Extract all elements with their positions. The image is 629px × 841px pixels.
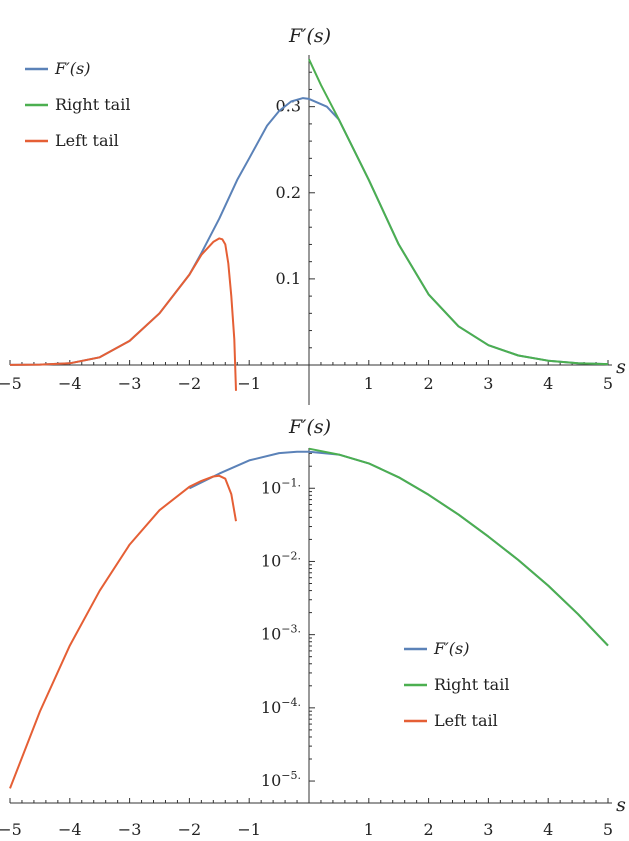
- x-tick-label: −2: [178, 820, 202, 839]
- x-tick-label: 1: [364, 374, 374, 393]
- x-axis-title: s: [616, 356, 626, 378]
- x-tick-label: −1: [237, 374, 261, 393]
- x-tick-label: −3: [118, 374, 142, 393]
- x-tick-label: −1: [237, 820, 261, 839]
- legend-label: Left tail: [434, 711, 498, 730]
- legend-label: F′(s): [433, 639, 469, 658]
- y-tick-label: 0.2: [276, 183, 301, 202]
- series-line-f-s: [188, 450, 609, 647]
- legend-label: F′(s): [54, 59, 90, 78]
- series-line-right-tail: [308, 447, 609, 647]
- x-axis-title: s: [616, 794, 626, 816]
- x-tick-label: 2: [424, 374, 434, 393]
- x-tick-label: 3: [483, 374, 493, 393]
- y-tick-label: 10−1.: [261, 476, 301, 497]
- x-tick-label: −2: [178, 374, 202, 393]
- y-tick-exponent: −5.: [281, 769, 301, 782]
- y-tick-label: 10−3.: [261, 623, 301, 644]
- series-line-left-tail: [9, 237, 237, 391]
- x-tick-label: −5: [0, 820, 22, 839]
- x-tick-label: 2: [424, 820, 434, 839]
- y-tick-label: 0.1: [276, 269, 301, 288]
- legend-label: Right tail: [434, 675, 509, 694]
- x-tick-label: −3: [118, 820, 142, 839]
- y-tick-base: 10: [261, 551, 281, 570]
- x-tick-label: 5: [603, 374, 613, 393]
- y-tick-base: 10: [261, 478, 281, 497]
- series-line-right-tail: [308, 58, 609, 366]
- y-axis-title: F′(s): [288, 25, 331, 47]
- x-tick-label: 5: [603, 820, 613, 839]
- y-tick-base: 10: [261, 698, 281, 717]
- x-tick-label: 4: [543, 374, 553, 393]
- y-axis-title: F′(s): [288, 416, 331, 438]
- y-tick-base: 10: [261, 771, 281, 790]
- chart-2: −5 −4 −3 −2 −1 1 2 3 4 510−1.10−2.10−3.10−4.10−5.…: [0, 416, 626, 839]
- legend: F′(s) Right tail Left tail: [25, 59, 130, 150]
- legend: F′(s) Right tail Left tail: [404, 639, 509, 730]
- y-tick-exponent: −3.: [281, 623, 301, 636]
- y-tick-exponent: −1.: [281, 476, 301, 489]
- y-tick-base: 10: [261, 625, 281, 644]
- x-tick-label: 3: [483, 820, 493, 839]
- x-tick-label: −4: [58, 374, 82, 393]
- x-tick-label: −4: [58, 820, 82, 839]
- legend-label: Left tail: [55, 131, 119, 150]
- series-line-left-tail: [9, 474, 237, 789]
- y-tick-label: 10−2.: [261, 549, 301, 570]
- legend-label: Right tail: [55, 95, 130, 114]
- y-tick-exponent: −2.: [281, 549, 301, 562]
- chart-1: −5 −4 −3 −2 −1 1 2 3 4 50.10.20.3F′(s)sF′(s)Right…: [0, 25, 626, 405]
- y-tick-label: 10−5.: [261, 769, 301, 790]
- y-tick-label: 10−4.: [261, 696, 301, 717]
- x-tick-label: −5: [0, 374, 22, 393]
- y-tick-exponent: −4.: [281, 696, 301, 709]
- x-tick-label: 4: [543, 820, 553, 839]
- x-tick-label: 1: [364, 820, 374, 839]
